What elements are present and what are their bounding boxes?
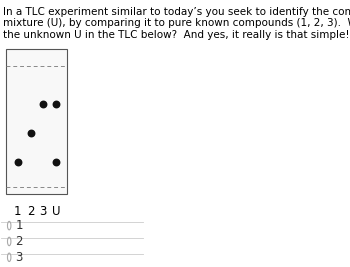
Bar — [6, 49, 67, 194]
Text: 2: 2 — [27, 205, 34, 218]
Text: U: U — [52, 205, 60, 218]
Text: 2: 2 — [16, 235, 23, 248]
Text: 3: 3 — [40, 205, 47, 218]
Text: In a TLC experiment similar to today’s you seek to identify the components in an: In a TLC experiment similar to today’s y… — [3, 7, 350, 40]
Text: 3: 3 — [16, 251, 23, 264]
Text: 1: 1 — [14, 205, 21, 218]
Text: 1: 1 — [16, 219, 23, 232]
